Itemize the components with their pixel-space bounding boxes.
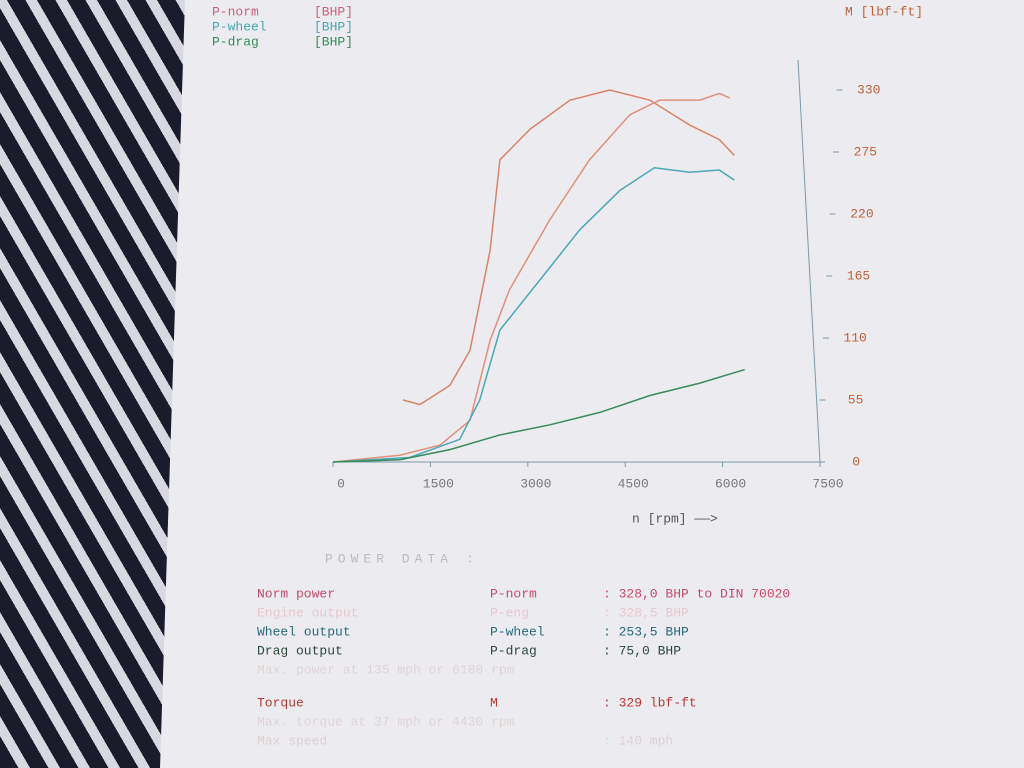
row-label: Max. torque at 37 mph or 4430 rpm (257, 714, 515, 729)
row-symbol: P-drag (490, 643, 537, 658)
x-tick-label: 4500 (618, 476, 649, 491)
line (402, 89, 735, 406)
y2-tick-label: 330 (857, 82, 880, 97)
line (332, 368, 745, 463)
x-tick-label: 1500 (423, 476, 454, 491)
y2-tick-label: 55 (848, 392, 864, 407)
row-symbol: M (490, 695, 498, 710)
y2-label: M [lbf-ft] (845, 4, 923, 19)
row-value: : 75,0 BHP (603, 643, 681, 658)
y2-tick-label: 275 (854, 144, 877, 159)
x-label: n [rpm] ——> (632, 511, 718, 526)
legend-name: P-drag (212, 34, 259, 49)
y2-tick-label: 220 (850, 206, 873, 221)
row-symbol: P-eng (490, 605, 529, 620)
row-value: : 140 mph (603, 733, 673, 748)
y2-tick-label: 0 (852, 454, 860, 469)
paper (160, 0, 1024, 768)
legend-unit: [BHP] (314, 19, 353, 34)
line (332, 167, 735, 463)
row-value: : 328,0 BHP to DIN 70020 (603, 586, 790, 601)
x-tick-label: 6000 (715, 476, 746, 491)
row-label: Torque (257, 695, 304, 710)
row-value: : 329 lbf-ft (603, 695, 697, 710)
row-label: Norm power (257, 586, 335, 601)
y2-tick-label: 165 (847, 268, 870, 283)
y2-axis (797, 59, 821, 463)
x-tick-label: 7500 (812, 476, 843, 491)
legend-name: P-norm (212, 4, 259, 19)
row-value: : 328,5 BHP (603, 605, 689, 620)
row-symbol: P-wheel (490, 624, 545, 639)
row-label: Drag output (257, 643, 343, 658)
x-tick-label: 0 (337, 476, 345, 491)
power-title: POWER DATA : (325, 551, 479, 566)
legend-name: P-wheel (212, 19, 267, 34)
line (332, 92, 731, 463)
row-label: Max. power at 135 mph or 6180 rpm (257, 662, 515, 677)
legend-unit: [BHP] (314, 34, 353, 49)
row-label: Engine output (257, 605, 358, 620)
row-label: Max speed (257, 733, 327, 748)
legend-unit: [BHP] (314, 4, 353, 19)
x-tick-label: 3000 (520, 476, 551, 491)
row-label: Wheel output (257, 624, 351, 639)
row-symbol: P-norm (490, 586, 537, 601)
row-value: : 253,5 BHP (603, 624, 689, 639)
y2-tick-label: 110 (843, 330, 866, 345)
